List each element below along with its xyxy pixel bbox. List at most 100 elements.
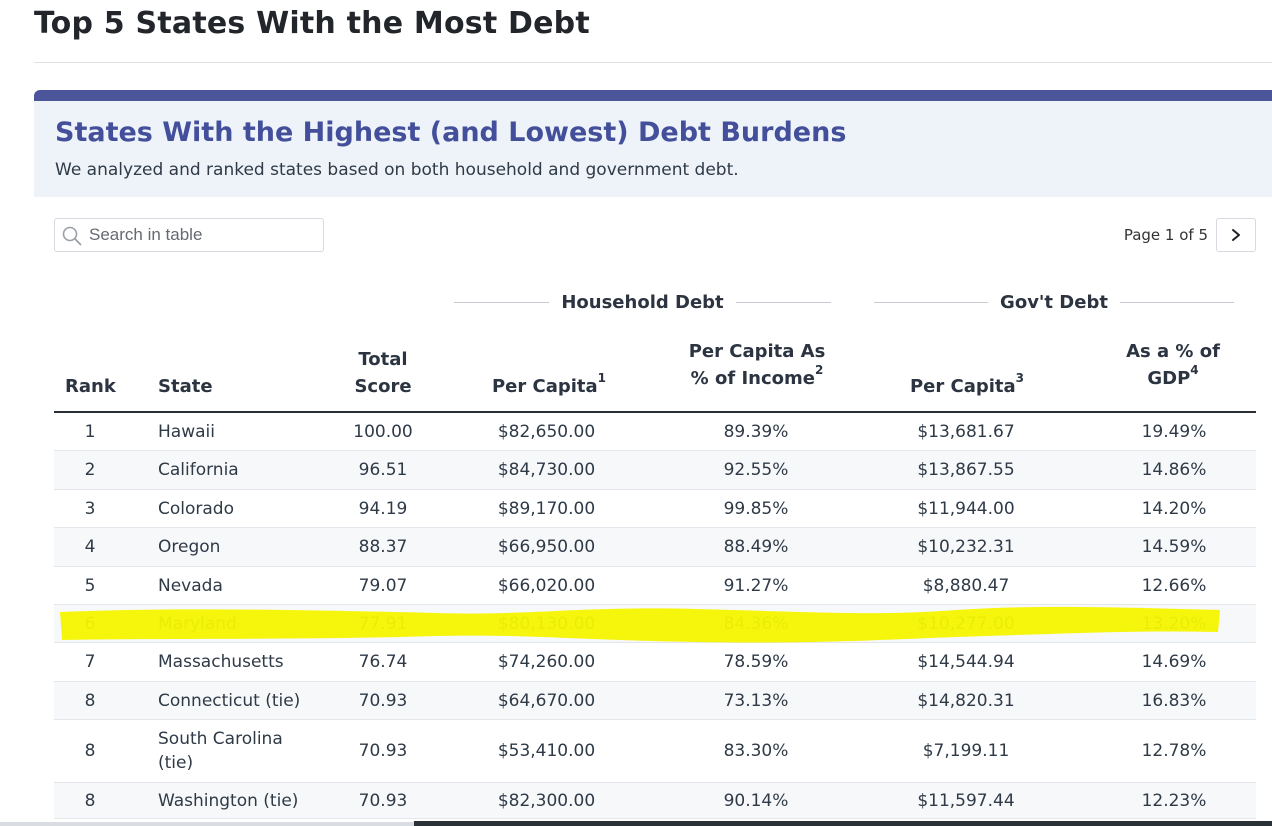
cell-pct-income: 89.39% xyxy=(723,421,789,442)
group-household-label: Household Debt xyxy=(561,291,724,313)
cell-pct-gdp: 16.83% xyxy=(1141,690,1207,711)
cell-per-capita: $82,300.00 xyxy=(497,790,596,811)
cell-state: South Carolina (tie) xyxy=(158,729,283,773)
cell-gov-per-capita: $11,944.00 xyxy=(917,498,1015,519)
cell-pct-income: 73.13% xyxy=(723,690,789,711)
col-header-per-capita[interactable]: Per Capita1 xyxy=(491,371,607,397)
col-header-rank[interactable]: Rank xyxy=(65,376,116,397)
cell-score: 88.37 xyxy=(358,537,408,557)
cell-score: 76.74 xyxy=(358,652,408,672)
search-icon xyxy=(62,226,82,246)
table-row: 2 California 96.51 $84,730.00 92.55% $13… xyxy=(54,451,1256,490)
search-box[interactable] xyxy=(54,218,324,252)
card-header: States With the Highest (and Lowest) Deb… xyxy=(34,101,1272,197)
cell-rank: 3 xyxy=(84,498,96,519)
search-input[interactable] xyxy=(89,223,319,247)
cell-per-capita: $66,020.00 xyxy=(497,575,596,596)
cell-pct-gdp: 12.23% xyxy=(1141,790,1207,811)
cell-score: 70.93 xyxy=(358,741,408,761)
col-header-pct-income[interactable]: Per Capita As % of Income2 xyxy=(688,341,826,389)
page-indicator: Page 1 of 5 xyxy=(1123,226,1208,244)
cell-rank: 1 xyxy=(84,421,96,442)
page-title: Top 5 States With the Most Debt xyxy=(34,6,590,41)
cell-gov-per-capita: $13,681.67 xyxy=(917,421,1015,442)
cell-per-capita: $82,650.00 xyxy=(497,421,596,442)
cell-score: 70.93 xyxy=(358,790,408,811)
cell-state: Hawaii xyxy=(158,421,215,442)
cell-state: Maryland xyxy=(158,613,237,634)
cell-pct-gdp: 13.20% xyxy=(1141,613,1207,634)
cell-per-capita: $89,170.00 xyxy=(497,498,596,519)
cell-rank: 7 xyxy=(84,652,96,672)
cell-pct-gdp: 19.49% xyxy=(1141,421,1207,442)
col-header-pct-gdp[interactable]: As a % of GDP4 xyxy=(1126,341,1220,389)
cell-pct-income: 78.59% xyxy=(723,652,789,672)
cell-state: Washington (tie) xyxy=(158,790,299,811)
col-header-state[interactable]: State xyxy=(158,376,213,397)
group-gov-debt: Gov't Debt xyxy=(874,290,1234,314)
cell-per-capita: $64,670.00 xyxy=(497,690,596,711)
cell-rank: 8 xyxy=(84,690,96,711)
cell-per-capita: $74,260.00 xyxy=(497,652,596,672)
cell-state: Oregon xyxy=(158,537,221,557)
cell-state: Colorado xyxy=(158,498,234,519)
col-header-gov-per-capita[interactable]: Per Capita3 xyxy=(909,371,1025,397)
cell-pct-income: 90.14% xyxy=(723,790,789,811)
cell-per-capita: $53,410.00 xyxy=(497,741,596,761)
cell-rank: 6 xyxy=(84,613,96,634)
header-divider xyxy=(54,411,1256,413)
cell-gov-per-capita: $10,277.00 xyxy=(917,613,1015,634)
cell-score: 79.07 xyxy=(358,575,408,596)
cell-state: Connecticut (tie) xyxy=(158,690,301,711)
cell-state: California xyxy=(158,460,239,480)
title-divider xyxy=(34,62,1272,63)
cell-gov-per-capita: $7,199.11 xyxy=(922,741,1010,761)
cell-pct-gdp: 14.20% xyxy=(1141,498,1207,519)
cell-gov-per-capita: $10,232.31 xyxy=(917,537,1015,557)
table-row: 8 Washington (tie) 70.93 $82,300.00 90.1… xyxy=(54,783,1256,819)
cell-score: 96.51 xyxy=(358,460,408,480)
table-row: 1 Hawaii 100.00 $82,650.00 89.39% $13,68… xyxy=(54,413,1256,451)
cell-rank: 5 xyxy=(84,575,96,596)
cell-gov-per-capita: $14,544.94 xyxy=(917,652,1015,672)
cell-pct-income: 84.36% xyxy=(723,613,789,634)
table-row: 4 Oregon 88.37 $66,950.00 88.49% $10,232… xyxy=(54,528,1256,567)
card-accent-bar xyxy=(34,90,1272,102)
cell-gov-per-capita: $8,880.47 xyxy=(922,575,1010,596)
group-household-debt: Household Debt xyxy=(454,290,831,314)
next-page-button[interactable] xyxy=(1216,218,1256,252)
cell-pct-income: 91.27% xyxy=(723,575,789,596)
cell-rank: 8 xyxy=(84,741,96,761)
cell-pct-income: 88.49% xyxy=(723,537,789,557)
cell-gov-per-capita: $11,597.44 xyxy=(917,790,1015,811)
card-title: States With the Highest (and Lowest) Deb… xyxy=(55,117,847,148)
scrollbar-track[interactable] xyxy=(0,822,414,826)
cell-score: 77.91 xyxy=(358,613,408,634)
cell-per-capita: $66,950.00 xyxy=(497,537,596,557)
cell-per-capita: $80,130.00 xyxy=(497,613,596,634)
cell-rank: 8 xyxy=(84,790,96,811)
cell-per-capita: $84,730.00 xyxy=(497,460,596,480)
table-row: 8 South Carolina (tie) 70.93 $53,410.00 … xyxy=(54,720,1256,783)
table-row: 5 Nevada 79.07 $66,020.00 91.27% $8,880.… xyxy=(54,567,1256,605)
table-row: 7 Massachusetts 76.74 $74,260.00 78.59% … xyxy=(54,643,1256,682)
table-row: 8 Connecticut (tie) 70.93 $64,670.00 73.… xyxy=(54,682,1256,720)
card-subtitle: We analyzed and ranked states based on b… xyxy=(55,160,739,180)
cell-gov-per-capita: $13,867.55 xyxy=(917,460,1015,480)
group-gov-label: Gov't Debt xyxy=(1000,291,1108,313)
cell-pct-gdp: 14.86% xyxy=(1141,460,1207,480)
cell-rank: 2 xyxy=(84,460,96,480)
cell-rank: 4 xyxy=(84,537,96,557)
table-row-highlighted: 6 Maryland 77.91 $80,130.00 84.36% $10,2… xyxy=(54,605,1256,643)
cell-pct-income: 99.85% xyxy=(723,498,789,519)
cell-score: 94.19 xyxy=(358,498,408,519)
cell-state: Nevada xyxy=(158,575,223,596)
cell-pct-gdp: 14.59% xyxy=(1141,537,1207,557)
cell-state: Massachusetts xyxy=(158,652,284,672)
cell-pct-gdp: 12.66% xyxy=(1141,575,1207,596)
scrollbar-thumb[interactable] xyxy=(414,821,1272,826)
cell-score: 100.00 xyxy=(353,421,413,442)
col-header-total-score[interactable]: Total Score xyxy=(354,349,412,397)
cell-pct-gdp: 12.78% xyxy=(1141,741,1207,761)
cell-pct-gdp: 14.69% xyxy=(1141,652,1207,672)
